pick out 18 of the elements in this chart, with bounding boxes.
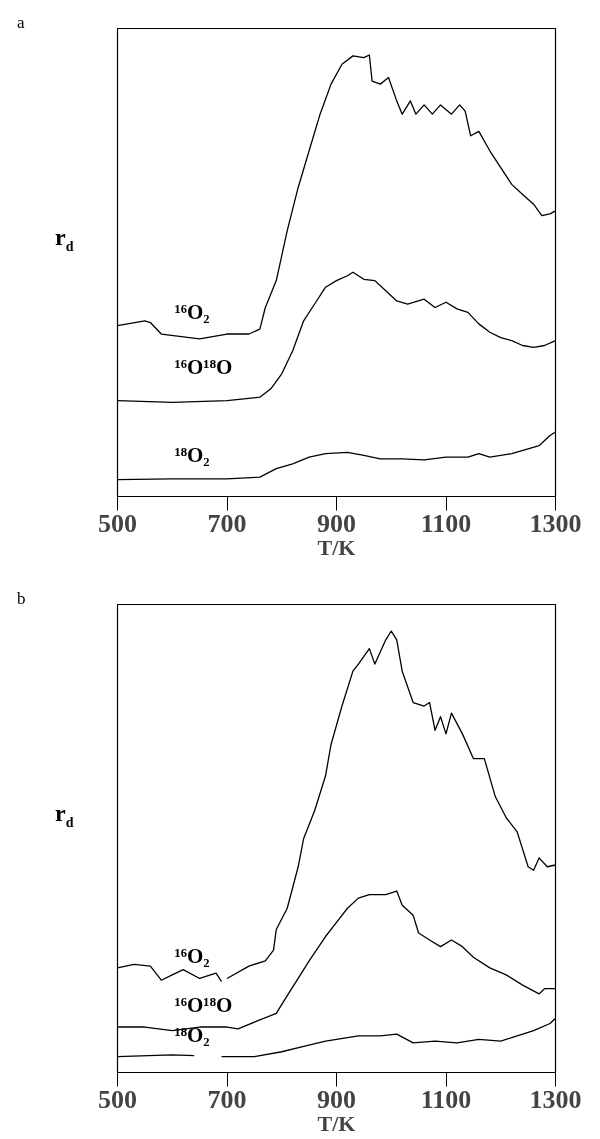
x-tick-label: 1300 [529, 508, 582, 538]
series-label: ¹⁶O¹⁸O [174, 993, 233, 1018]
x-tick-label: 700 [207, 1084, 247, 1114]
y-axis-title: r$_{d}$ [55, 223, 74, 256]
x-tick-label: 700 [207, 508, 247, 538]
x-tick-label: 1100 [420, 508, 472, 538]
series-label: ¹⁶O₂ [174, 944, 210, 969]
chart-title: b [17, 588, 26, 610]
x-tick-label: 500 [98, 508, 137, 538]
series-label: ¹⁶O₂ [174, 300, 210, 325]
x-tick-label: 1100 [420, 1084, 472, 1114]
x-tick-label: 500 [98, 1084, 137, 1114]
series-label: ¹⁸O₂ [174, 1022, 210, 1047]
series-label: ¹⁶O¹⁸O [174, 354, 233, 379]
x-tick-label: 1300 [529, 1084, 582, 1114]
series-label: ¹⁸O₂ [174, 443, 210, 468]
y-axis-title: r$_{d}$ [55, 799, 74, 832]
chart-title: a [17, 12, 25, 34]
